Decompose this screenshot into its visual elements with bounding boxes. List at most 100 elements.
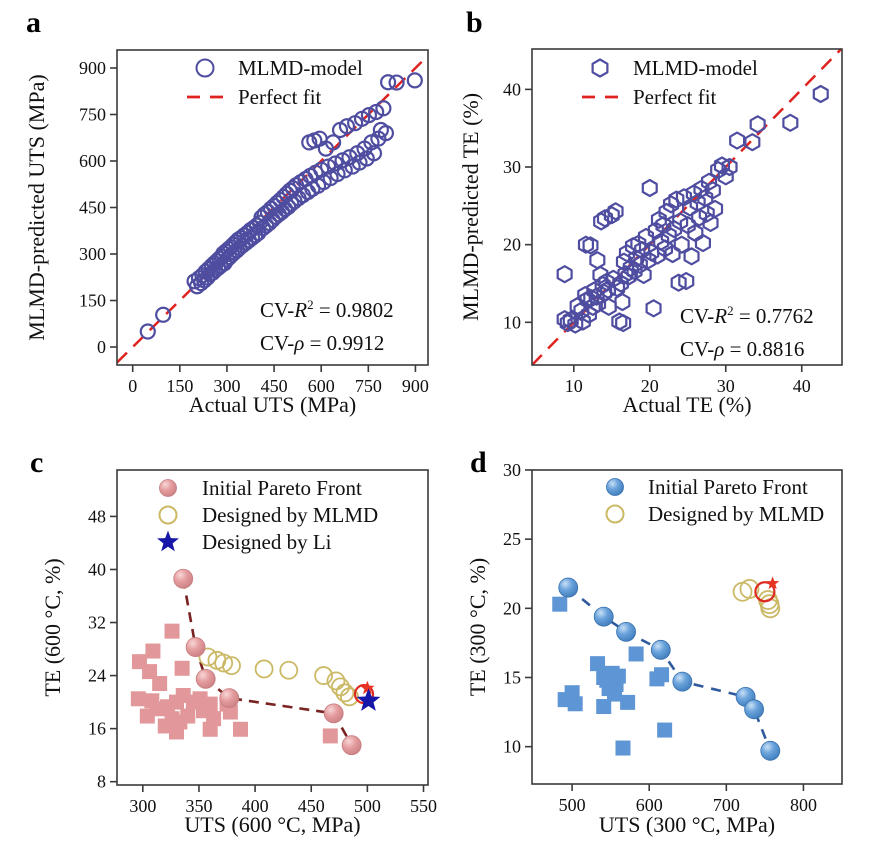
x-tick-label: 40 — [793, 376, 811, 396]
x-tick-label: 0 — [128, 376, 137, 396]
data-point — [704, 181, 721, 200]
data-point — [744, 133, 761, 152]
data-point — [360, 680, 375, 695]
axes: 0 150 300 450 600 750 900 0 150 300 450 600 750 900 Ac… — [24, 49, 429, 417]
cv-r2-value: CV-R2 = 0.7762 — [680, 303, 814, 328]
x-tick-label: 20 — [641, 376, 659, 396]
x-tick-label: 450 — [261, 376, 288, 396]
data-point — [603, 206, 620, 225]
legend-label: MLMD-model — [238, 56, 363, 80]
data-point — [380, 74, 397, 91]
data-point — [649, 246, 666, 265]
data-point — [739, 579, 760, 599]
series-initial-data — [552, 596, 673, 756]
data-point — [567, 696, 583, 712]
y-tick-label: 300 — [79, 244, 106, 264]
panel-a-scatter-plot: 0 150 300 450 600 750 900 0 150 300 450 600 750 900 Ac… — [24, 49, 429, 417]
data-point — [749, 115, 766, 134]
data-point — [356, 688, 381, 711]
pareto-line-line — [567, 586, 772, 752]
y-tick-label: 750 — [79, 104, 106, 124]
cv-rho-value: CV-ρ = 0.8816 — [680, 337, 805, 361]
data-point — [365, 145, 383, 162]
data-point — [558, 577, 579, 598]
data-point — [614, 293, 631, 312]
data-point — [233, 721, 249, 737]
data-point — [612, 274, 629, 293]
legend: MLMD-model Perfect fit — [187, 56, 363, 109]
data-point — [615, 314, 632, 333]
data-point — [142, 664, 158, 680]
data-point — [754, 581, 776, 603]
data-point — [340, 687, 359, 707]
data-point — [691, 208, 708, 227]
y-tick-label: 24 — [88, 666, 106, 686]
data-point — [593, 212, 610, 231]
series-initial-pareto-front — [173, 568, 362, 756]
data-point — [377, 124, 395, 142]
data-point — [323, 703, 344, 724]
data-point — [139, 323, 156, 340]
data-point — [130, 691, 146, 707]
data-point — [375, 100, 392, 117]
data-point — [567, 315, 584, 334]
data-point — [331, 677, 350, 697]
x-tick-label: 600 — [636, 795, 663, 815]
x-tick-label: 30 — [717, 376, 735, 396]
y-tick-label: 20 — [503, 598, 521, 618]
y-tick-label: 25 — [503, 529, 521, 549]
data-point — [214, 653, 234, 673]
x-tick-label: 450 — [298, 796, 325, 816]
data-point — [635, 265, 652, 284]
x-tick-label: 900 — [402, 376, 429, 396]
data-point — [668, 190, 685, 209]
series-designed-by-mlmd — [198, 647, 359, 707]
axes: 500 600 700 800 10 15 20 25 30 UTS (300 °C, MPa) T… — [465, 460, 843, 837]
data-point — [222, 704, 238, 720]
plot-border — [531, 48, 843, 366]
data-point — [672, 671, 693, 692]
data-point — [596, 699, 612, 715]
panel-label-d: d — [470, 446, 487, 479]
series-perfect-fit — [532, 49, 842, 365]
data-point — [314, 666, 333, 685]
plot-border — [531, 469, 843, 785]
data-point — [653, 232, 670, 251]
legend-hexagon-marker — [591, 58, 609, 78]
y-tick-label: 600 — [79, 151, 106, 171]
panel-a-cv-annotation: CV-R2 = 0.9802 CV-ρ = 0.9912 — [260, 288, 394, 360]
data-point — [589, 251, 606, 270]
legend-label: MLMD-model — [633, 56, 758, 80]
data-point — [678, 272, 695, 291]
cv-rho-value: CV-ρ = 0.9912 — [260, 331, 385, 355]
y-tick-label: 32 — [88, 613, 106, 633]
y-tick-label: 40 — [503, 79, 521, 99]
panel-b-scatter-plot: 10 20 30 40 10 20 30 40 Actual TE (%) MLMD-predic… — [458, 48, 843, 417]
legend: Initial Pareto Front Designed by MLMD — [605, 475, 824, 526]
axes: 10 20 30 40 10 20 30 40 Actual TE (%) MLMD-predic… — [458, 48, 843, 417]
x-tick-label: 500 — [559, 795, 586, 815]
legend: Initial Pareto Front Designed by MLMD Desi… — [157, 476, 378, 554]
y-tick-label: 48 — [88, 506, 106, 526]
cv-r2-value: CV-R2 = 0.9802 — [260, 297, 394, 322]
data-point — [195, 668, 216, 689]
data-point — [254, 659, 274, 679]
data-point — [556, 265, 573, 284]
data-point — [596, 209, 613, 228]
data-point — [637, 227, 654, 246]
legend-label: Perfect fit — [633, 85, 717, 109]
legend-star-marker — [157, 530, 179, 552]
panel-d-pareto-plot: 500 600 700 800 10 15 20 25 30 UTS (300 °C, MPa) T… — [465, 460, 843, 837]
y-tick-label: 150 — [79, 291, 106, 311]
data-point — [744, 699, 764, 720]
legend-label: Designed by MLMD — [202, 503, 378, 527]
legend-label: Initial Pareto Front — [648, 475, 808, 499]
data-point — [812, 84, 829, 104]
panel-b-cv-annotation: CV-R2 = 0.7762 CV-ρ = 0.8816 — [680, 294, 814, 366]
x-tick-label: 300 — [213, 376, 240, 396]
data-point — [760, 740, 781, 761]
y-tick-label: 900 — [79, 58, 106, 78]
data-point — [670, 273, 687, 292]
series-pareto-line — [567, 586, 772, 752]
data-point — [620, 694, 636, 710]
